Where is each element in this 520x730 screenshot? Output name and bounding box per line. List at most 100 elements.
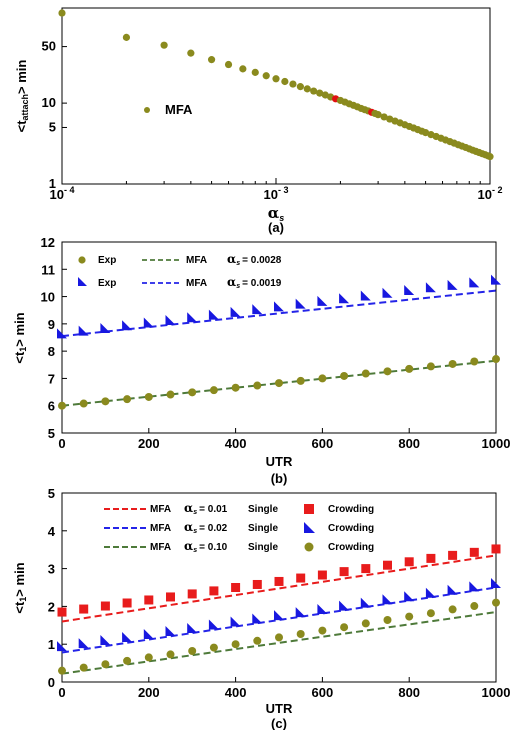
data-point	[380, 113, 388, 121]
data-point	[224, 60, 233, 69]
data-point	[421, 129, 430, 137]
data-point	[160, 41, 168, 49]
chart-panel-c: 0 200 400 600 800 1000 0 1 2 3 4 5 MFA αs = 0.01 Sin…	[12, 486, 510, 730]
legend-b-alpha1: αs = 0.0028	[227, 252, 282, 267]
data-point-triangle	[143, 628, 154, 639]
data-point-triangle	[382, 594, 393, 605]
data-point-square	[469, 547, 479, 557]
data-point-triangle	[447, 279, 458, 290]
data-point-triangle	[230, 616, 241, 627]
data-point	[207, 56, 216, 64]
data-point-circle	[58, 666, 66, 675]
data-point-circle	[383, 616, 392, 625]
xtick-label: 1000	[482, 685, 511, 700]
xtick-label: 600	[312, 436, 334, 451]
xtick-label: 1000	[482, 436, 511, 451]
data-point-triangle	[208, 309, 219, 320]
data-point-circle	[144, 653, 153, 662]
panel-a-ytick-label: 1	[49, 176, 56, 191]
panel-c-points	[57, 544, 501, 675]
data-point-triangle	[187, 312, 198, 323]
mfa-fit-line	[61, 586, 497, 654]
panel-a-ticks: 10- 4 10- 3 10- 2 1 5 10 50	[42, 39, 503, 202]
panel-b-points	[57, 274, 501, 410]
data-point-circle	[383, 367, 392, 376]
xtick-label: 400	[225, 685, 247, 700]
panel-b-legend: Exp MFA αs = 0.0028 Exp MFA αs = 0.0019	[78, 252, 282, 290]
ytick-label: 6	[48, 399, 55, 414]
data-point-circle	[253, 636, 262, 645]
mfa-fit-line	[61, 611, 497, 675]
data-point-triangle	[57, 328, 67, 339]
data-point-circle	[144, 392, 153, 401]
data-point-circle	[470, 602, 479, 611]
data-point-circle	[209, 386, 218, 395]
legend-mfa-marker	[144, 107, 150, 113]
data-point-triangle	[78, 638, 89, 649]
data-point	[251, 68, 259, 76]
data-point-square	[383, 560, 392, 570]
data-point-square	[122, 598, 132, 608]
ytick-label: 4	[48, 524, 56, 539]
chart-panel-b: 0 200 400 600 800 1000 5 6 7 8 9 10 11 12 Exp MFA αs =…	[12, 235, 510, 486]
legend-c-crowding2: Crowding	[328, 523, 374, 534]
legend-c-single3: Single	[248, 542, 278, 553]
legend-b-exp2: Exp	[98, 278, 116, 289]
data-point-circle	[296, 376, 305, 385]
data-point-triangle	[100, 322, 111, 333]
legend-b-exp-circle	[78, 256, 86, 264]
data-point-square	[79, 604, 89, 614]
data-point-triangle	[404, 285, 415, 296]
panel-c-legend: MFA αs = 0.01 Single Crowding MFA αs = 0.0…	[104, 501, 374, 554]
ytick-label: 10	[41, 290, 55, 305]
panel-a-xtick-label: 10- 4	[50, 185, 75, 202]
ytick-label: 1	[48, 637, 55, 652]
data-point-triangle	[208, 619, 219, 630]
data-point-triangle	[143, 317, 154, 328]
data-point-triangle	[274, 610, 284, 621]
data-point-triangle	[491, 274, 501, 285]
data-point-square	[274, 576, 284, 586]
panel-a-xtick-label: 10- 3	[264, 185, 289, 202]
mfa-fit-line	[61, 554, 497, 623]
legend-c-crowding3: Crowding	[328, 542, 374, 553]
data-point-triangle	[165, 625, 176, 636]
data-point	[272, 75, 280, 83]
data-point	[281, 77, 289, 86]
mfa-fit-line	[61, 289, 497, 338]
data-point-circle	[275, 633, 283, 642]
legend-c-crowding1: Crowding	[328, 504, 374, 515]
data-point-square	[252, 579, 262, 589]
data-point-triangle	[122, 320, 133, 331]
panel-b-lines	[61, 289, 497, 407]
ytick-label: 8	[48, 344, 55, 359]
data-point-triangle	[78, 325, 89, 336]
data-point-triangle	[360, 290, 371, 301]
panel-a-ytick-label: 10	[42, 95, 56, 110]
data-point-triangle	[122, 632, 133, 643]
panel-a-xtick-label: 10- 2	[478, 185, 503, 202]
data-point-square	[491, 544, 501, 554]
ytick-label: 5	[48, 486, 55, 501]
panel-a-legend: MFA	[144, 102, 193, 117]
legend-c-mfa3: MFA	[150, 542, 171, 553]
data-point-circle	[166, 390, 175, 399]
data-point-triangle	[295, 298, 306, 309]
data-point	[303, 85, 311, 93]
xtick-label: 200	[138, 685, 160, 700]
panel-a-caption: (a)	[268, 220, 284, 235]
data-point-triangle	[230, 306, 241, 317]
data-point-circle	[448, 359, 457, 368]
legend-c-alpha3: αs = 0.10	[184, 539, 228, 554]
data-point-square	[448, 550, 458, 560]
data-point-circle	[209, 643, 218, 652]
data-point-circle	[492, 598, 500, 607]
panel-b-ylabel: <t1> min	[12, 312, 28, 363]
data-point-circle	[448, 605, 457, 614]
data-point-square	[144, 595, 154, 605]
ytick-label: 2	[48, 599, 55, 614]
data-point-square	[317, 570, 327, 580]
data-point	[187, 49, 195, 57]
data-point-circle	[188, 647, 197, 656]
data-point-triangle	[404, 591, 415, 602]
